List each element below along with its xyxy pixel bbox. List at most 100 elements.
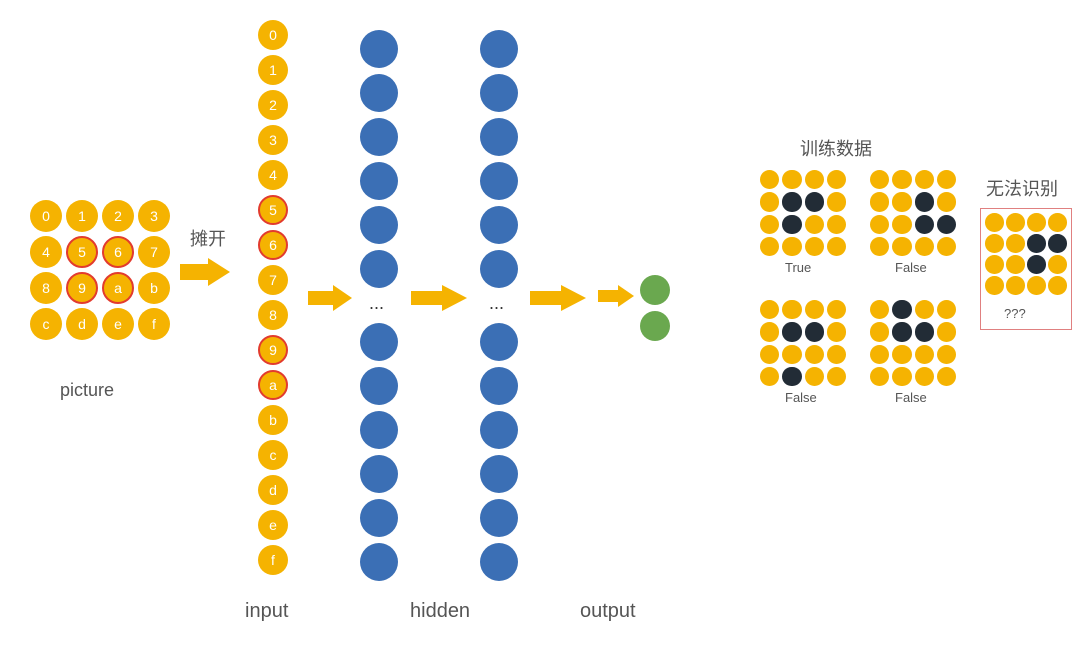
unknown-title: 无法识别 (986, 175, 1058, 201)
input-label: input (245, 600, 288, 623)
picture-cell: 3 (138, 200, 170, 232)
training-cell (760, 322, 779, 341)
hidden-node (480, 543, 518, 581)
hidden-node (360, 499, 398, 537)
training-cell (805, 192, 824, 211)
input-cell: e (258, 510, 288, 540)
training-grid (870, 300, 956, 386)
training-cell (782, 322, 801, 341)
output-node (640, 311, 670, 341)
training-grid (760, 300, 846, 386)
training-cell (805, 237, 824, 256)
training-cell (782, 300, 801, 319)
training-cell (870, 237, 889, 256)
training-cell (915, 322, 934, 341)
training-cell (892, 170, 911, 189)
training-cell (805, 345, 824, 364)
hidden-node (360, 118, 398, 156)
picture-cell: c (30, 308, 62, 340)
picture-grid: 0123456789abcdef (30, 200, 170, 340)
hidden-node (480, 455, 518, 493)
hidden-node (480, 323, 518, 361)
input-cell: 5 (258, 195, 288, 225)
input-column: 0123456789abcdef (258, 20, 288, 580)
training-cell (760, 300, 779, 319)
training-cell (827, 345, 846, 364)
hidden-node (360, 411, 398, 449)
output-label: output (580, 600, 636, 623)
hidden-node (360, 323, 398, 361)
unknown-cell (1048, 213, 1067, 232)
picture-cell: f (138, 308, 170, 340)
hidden-node (480, 206, 518, 244)
training-title: 训练数据 (800, 135, 872, 161)
training-cell (915, 215, 934, 234)
training-cell (870, 322, 889, 341)
training-cell (827, 192, 846, 211)
hidden-ellipsis: ... (369, 293, 384, 314)
input-cell: 1 (258, 55, 288, 85)
training-item-label: False (895, 260, 927, 275)
hidden-node (480, 367, 518, 405)
hidden-node (480, 74, 518, 112)
training-cell (937, 215, 956, 234)
training-cell (892, 237, 911, 256)
unknown-cell (1027, 276, 1046, 295)
training-cell (782, 237, 801, 256)
input-cell: b (258, 405, 288, 435)
input-cell: 2 (258, 90, 288, 120)
hidden-node (360, 74, 398, 112)
unknown-cell (1006, 255, 1025, 274)
picture-cell: e (102, 308, 134, 340)
hidden-node (360, 206, 398, 244)
picture-cell: 5 (66, 236, 98, 268)
hidden-node (360, 543, 398, 581)
input-cell: 7 (258, 265, 288, 295)
training-cell (805, 215, 824, 234)
training-cell (827, 367, 846, 386)
training-cell (760, 237, 779, 256)
training-cell (870, 345, 889, 364)
hidden-ellipsis: ... (489, 293, 504, 314)
input-cell: 3 (258, 125, 288, 155)
training-cell (870, 215, 889, 234)
training-item-label: False (895, 390, 927, 405)
unknown-cell (1027, 255, 1046, 274)
unknown-grid (985, 213, 1067, 295)
training-cell (760, 170, 779, 189)
training-cell (760, 215, 779, 234)
picture-cell: 2 (102, 200, 134, 232)
unknown-question-label: ??? (1004, 306, 1026, 321)
training-grid (760, 170, 846, 256)
training-cell (782, 192, 801, 211)
training-cell (892, 300, 911, 319)
training-cell (937, 322, 956, 341)
training-cell (870, 170, 889, 189)
training-item-label: False (785, 390, 817, 405)
training-cell (870, 192, 889, 211)
training-cell (827, 215, 846, 234)
input-cell: f (258, 545, 288, 575)
training-cell (915, 345, 934, 364)
unknown-cell (1006, 213, 1025, 232)
unknown-cell (985, 234, 1004, 253)
unknown-cell (1006, 234, 1025, 253)
hidden-node (360, 455, 398, 493)
training-cell (915, 170, 934, 189)
picture-cell: 8 (30, 272, 62, 304)
training-cell (915, 367, 934, 386)
input-cell: 8 (258, 300, 288, 330)
training-cell (892, 367, 911, 386)
training-cell (805, 170, 824, 189)
training-cell (892, 192, 911, 211)
training-cell (915, 192, 934, 211)
picture-cell: b (138, 272, 170, 304)
training-cell (937, 300, 956, 319)
training-cell (827, 322, 846, 341)
training-cell (827, 300, 846, 319)
picture-cell: 0 (30, 200, 62, 232)
training-cell (937, 345, 956, 364)
hidden-node (360, 162, 398, 200)
unknown-cell (1048, 276, 1067, 295)
picture-cell: a (102, 272, 134, 304)
